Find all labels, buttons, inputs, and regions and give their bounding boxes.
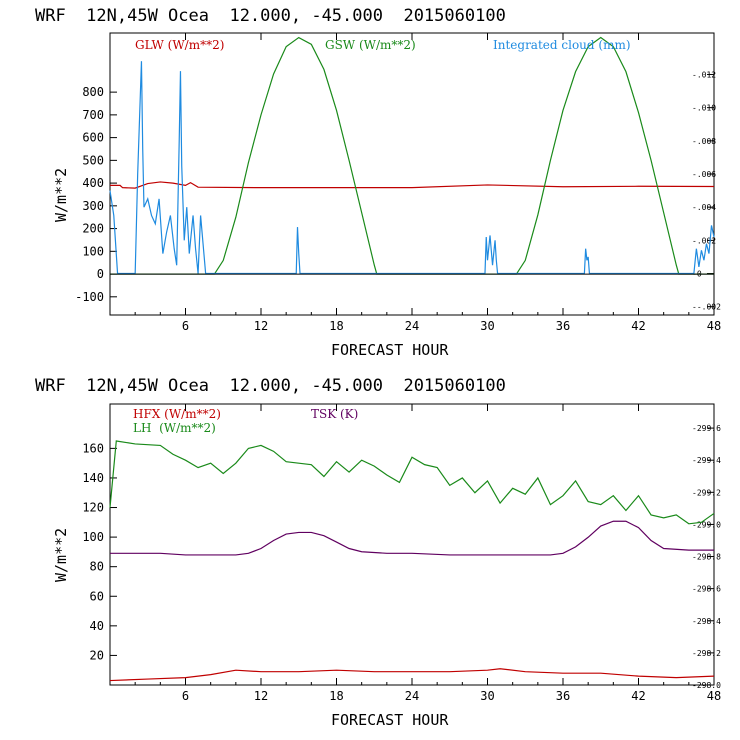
chart-2-xtick-label-3: 24: [405, 689, 419, 703]
chart-2-ylabel: W/m**2: [52, 528, 70, 582]
chart-1-xtick-label-0: 6: [182, 319, 189, 333]
chart-1-xtick-label-2: 18: [329, 319, 343, 333]
chart-2-ytick-label-2: 60: [90, 589, 104, 603]
chart-2-legend-lh: LH (W/m**2): [133, 421, 216, 435]
chart-1-series-glw-line: [110, 181, 715, 189]
chart-1-legend-glw: GLW (W/m**2): [135, 38, 224, 52]
chart-2-legend-hfx: HFX (W/m**2): [133, 407, 221, 421]
chart-2-y2tick-label-1: -298.2: [692, 649, 721, 658]
chart-1-legend-gsw: GSW (W/m**2): [325, 38, 416, 52]
chart-1-legend-cloud: Integrated cloud (mm): [493, 38, 631, 52]
chart-2-ytick-label-0: 20: [90, 648, 104, 662]
chart-2-y2tick-label-6: -299.2: [692, 488, 721, 497]
chart-1-ticks: 6 12 18 24 30 36 42 48 -100 0 100 200 300 400 500 600 70…: [75, 33, 721, 333]
chart-1-y2tick-label-0: --.002: [692, 303, 721, 312]
chart-1-ytick-label-4: 300: [82, 199, 104, 213]
chart-1-series-cloud-line: [109, 61, 715, 275]
chart-2-xtick-label-0: 6: [182, 689, 189, 703]
chart-1-y2tick-label-6: -.010: [692, 104, 716, 113]
chart-2-xtick-label-6: 42: [631, 689, 645, 703]
chart-1-title: WRF 12N,45W Ocea 12.000, -45.000 2015060…: [35, 6, 506, 26]
chart-1-ytick-label-1: 0: [97, 267, 104, 281]
chart-2-ticks: 6 12 18 24 30 36 42 48 20 40 60 80 100 120 140 160 -298.…: [82, 404, 721, 703]
chart-2-xtick-label-2: 18: [329, 689, 343, 703]
chart-2-xtick-label-5: 36: [556, 689, 570, 703]
chart-2-y2tick-label-8: -299.6: [692, 424, 721, 433]
chart-1-y2tick-label-7: -.012: [692, 70, 716, 79]
chart-2-title: WRF 12N,45W Ocea 12.000, -45.000 2015060…: [35, 376, 506, 396]
chart-2-y2tick-label-2: -298.4: [692, 617, 721, 626]
chart-2-ytick-label-3: 80: [90, 560, 104, 574]
chart-1-ylabel: W/m**2: [52, 168, 70, 222]
chart-1-xtick-label-6: 42: [631, 319, 645, 333]
chart-1-y2tick-label-4: -.006: [692, 170, 716, 179]
chart-1-xtick-label-4: 30: [480, 319, 494, 333]
chart-1-xtick-label-7: 48: [707, 319, 721, 333]
chart-2-y2tick-label-4: -298.8: [692, 553, 721, 562]
chart-2-ytick-label-5: 120: [82, 501, 104, 515]
chart-2-series-tsk-line: [110, 520, 714, 556]
chart-1-ytick-label-3: 200: [82, 222, 104, 236]
chart-2-xlabel: FORECAST HOUR: [331, 711, 449, 729]
chart-1-ytick-label-6: 500: [82, 153, 104, 167]
chart-1-y2tick-label-5: -.008: [692, 137, 716, 146]
chart-2-xtick-label-4: 30: [480, 689, 494, 703]
chart-2-ytick-label-6: 140: [82, 471, 104, 485]
chart-1-y2tick-label-2: -.002: [692, 236, 716, 245]
chart-1-ytick-label-0: -100: [75, 290, 104, 304]
chart-2-xtick-label-1: 12: [254, 689, 268, 703]
chart-1-y2tick-label-3: -.004: [692, 203, 716, 212]
chart-2-y2tick-label-7: -299.4: [692, 456, 721, 465]
chart-2-xtick-label-7: 48: [707, 689, 721, 703]
chart-1-ytick-label-8: 700: [82, 108, 104, 122]
chart-1-ytick-label-7: 600: [82, 131, 104, 145]
chart-1-ytick-label-9: 800: [82, 85, 104, 99]
chart-2-y2tick-label-3: -298.6: [692, 585, 721, 594]
chart-2-y2tick-label-5: -299.0: [692, 520, 721, 529]
chart-1-ytick-label-2: 100: [82, 244, 104, 258]
chart-1-xlabel: FORECAST HOUR: [331, 341, 449, 359]
chart-1-xtick-label-1: 12: [254, 319, 268, 333]
chart-2-legend-tsk: TSK (K): [311, 407, 358, 421]
chart-1-xtick-label-3: 24: [405, 319, 419, 333]
chart-2-ytick-label-1: 40: [90, 619, 104, 633]
chart-2-ytick-label-4: 100: [82, 530, 104, 544]
chart-2-series-lh-line: [109, 440, 715, 525]
chart-2-ytick-label-7: 160: [82, 441, 104, 455]
chart-2-plot-area: [109, 440, 715, 682]
chart-2-y2tick-label-0: -298.0: [692, 681, 721, 690]
chart-1-ytick-label-5: 400: [82, 176, 104, 190]
chart-1-xtick-label-5: 36: [556, 319, 570, 333]
chart-2-series-hfx-line: [109, 668, 715, 682]
